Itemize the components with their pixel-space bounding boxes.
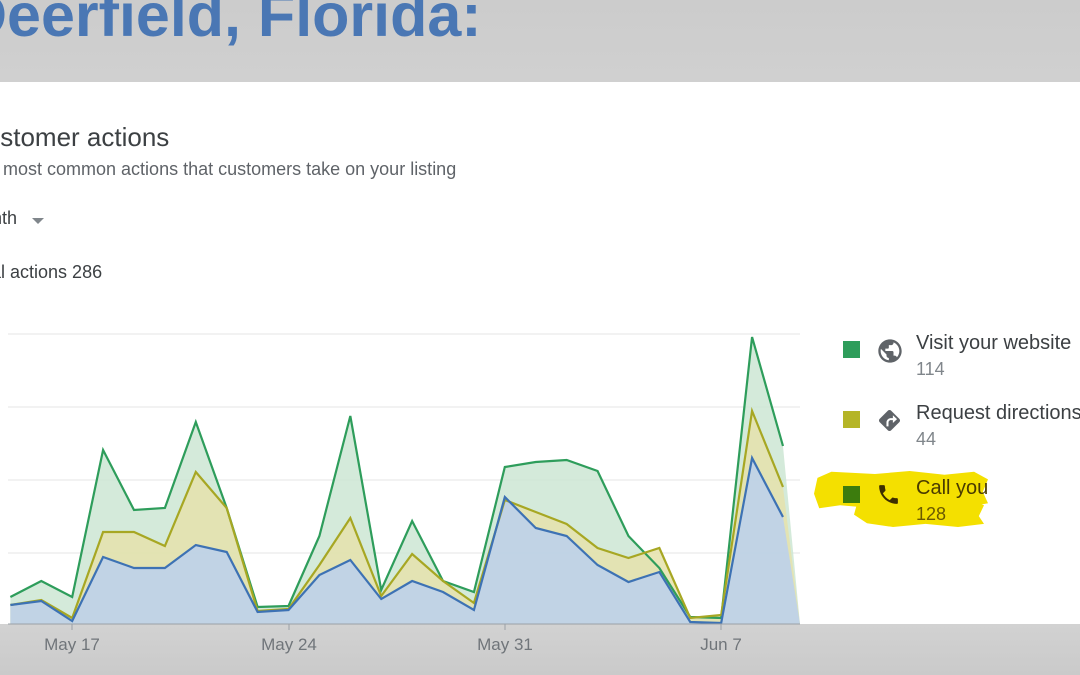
svg-text:May 17: May 17	[44, 635, 100, 654]
svg-text:May 31: May 31	[477, 635, 533, 654]
svg-text:Jun 7: Jun 7	[700, 635, 742, 654]
svg-text:May 24: May 24	[261, 635, 317, 654]
